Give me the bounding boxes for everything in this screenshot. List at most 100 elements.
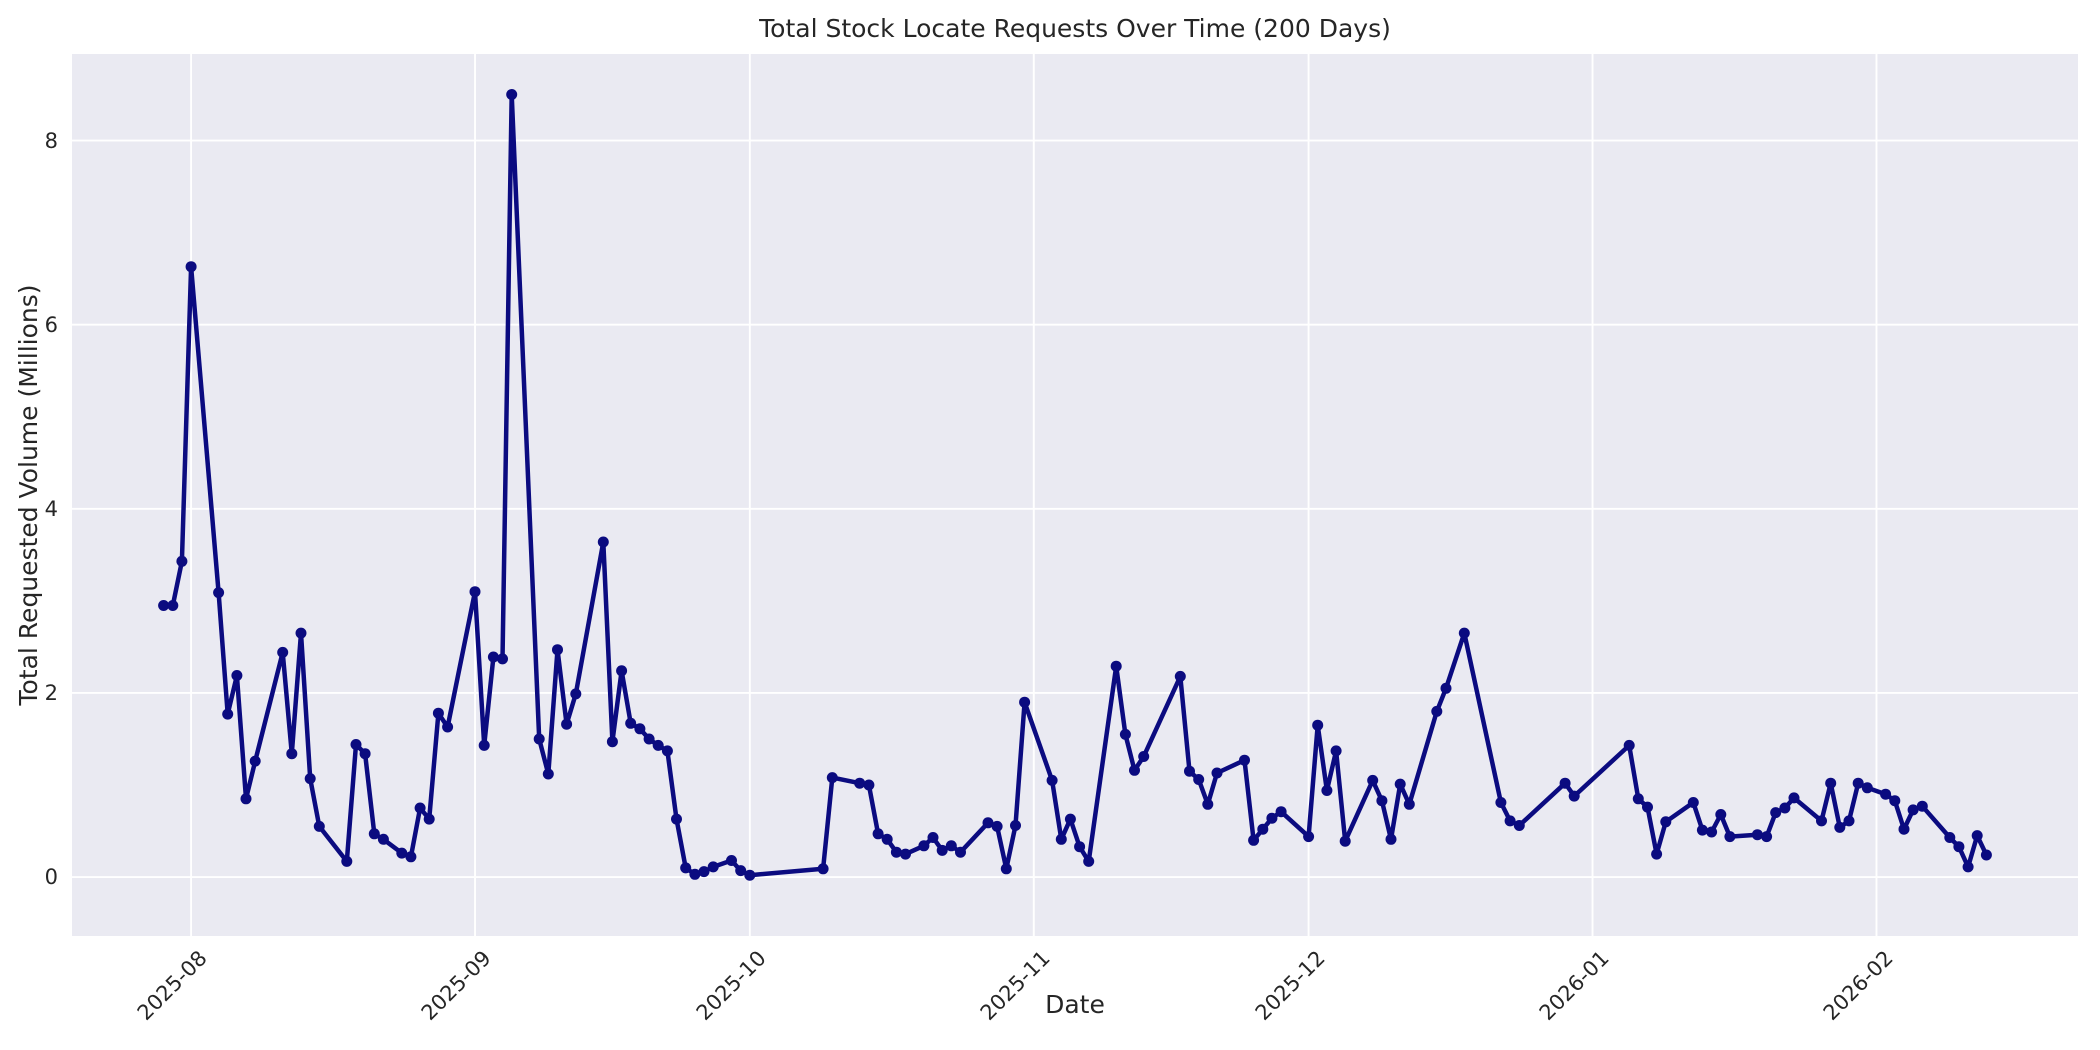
data-point xyxy=(1852,777,1864,789)
data-point xyxy=(368,828,380,840)
data-point xyxy=(286,748,298,760)
data-point xyxy=(240,793,252,805)
data-point xyxy=(1174,670,1186,682)
data-point xyxy=(487,651,499,663)
axes-background xyxy=(72,54,2078,936)
data-point xyxy=(1010,820,1021,831)
data-point xyxy=(1394,778,1406,790)
data-point xyxy=(1687,797,1699,808)
data-point xyxy=(1642,801,1653,813)
data-point xyxy=(1074,841,1086,853)
chart-title: Total Stock Locate Requests Over Time (2… xyxy=(759,14,1391,43)
data-point xyxy=(396,847,408,859)
data-point xyxy=(726,855,737,866)
data-point xyxy=(552,644,563,656)
data-point xyxy=(1257,823,1269,835)
data-point xyxy=(1834,821,1846,833)
data-point xyxy=(1431,705,1443,717)
data-point xyxy=(689,868,701,880)
data-point xyxy=(936,844,948,856)
data-point xyxy=(1880,788,1892,800)
data-point xyxy=(1184,765,1195,777)
data-point xyxy=(643,733,655,745)
data-point xyxy=(350,739,362,750)
data-point xyxy=(1202,798,1214,810)
data-point xyxy=(1119,728,1131,740)
data-point xyxy=(1916,800,1928,812)
data-point xyxy=(1055,833,1067,845)
data-point xyxy=(359,748,371,760)
data-point xyxy=(1064,813,1076,825)
y-tick-label: 2 xyxy=(44,680,58,705)
data-point xyxy=(1275,806,1287,818)
data-point xyxy=(1623,739,1635,751)
data-point xyxy=(1706,826,1718,838)
data-point xyxy=(1816,815,1827,827)
data-point xyxy=(1019,696,1031,708)
data-point xyxy=(671,813,682,825)
data-point xyxy=(680,862,692,874)
data-point xyxy=(570,688,582,700)
data-point xyxy=(1907,804,1919,816)
data-point xyxy=(881,833,893,845)
data-point xyxy=(1696,824,1708,836)
data-point xyxy=(1770,807,1782,819)
data-point xyxy=(1980,849,1992,861)
data-point xyxy=(991,820,1003,832)
data-point xyxy=(1761,831,1773,843)
data-point xyxy=(1321,785,1333,796)
data-point xyxy=(1303,831,1315,843)
data-point xyxy=(1211,767,1223,779)
y-tick-label: 0 xyxy=(44,865,58,890)
data-point xyxy=(1513,820,1525,831)
data-point xyxy=(1788,792,1800,804)
data-point xyxy=(634,723,646,735)
data-point xyxy=(533,733,545,745)
y-tick-label: 6 xyxy=(44,312,58,337)
data-point xyxy=(1632,793,1644,805)
data-point xyxy=(1779,802,1791,814)
data-point xyxy=(1330,745,1342,757)
data-point xyxy=(1495,797,1507,808)
data-point xyxy=(982,817,994,829)
data-point xyxy=(497,653,508,665)
data-point xyxy=(1248,834,1260,846)
data-point xyxy=(1376,795,1388,807)
data-point xyxy=(1138,751,1150,762)
data-point xyxy=(698,866,710,878)
data-point xyxy=(1651,848,1663,860)
data-point xyxy=(1751,829,1763,841)
data-point xyxy=(1046,774,1058,786)
data-point xyxy=(1962,861,1974,873)
data-point xyxy=(955,846,966,858)
data-point xyxy=(1239,754,1250,766)
data-point xyxy=(442,721,454,733)
data-point xyxy=(1000,863,1012,875)
data-point xyxy=(927,832,939,843)
y-axis-label-text: Total Requested Volume (Millions) xyxy=(14,284,43,706)
y-tick-label: 4 xyxy=(44,496,58,521)
data-point xyxy=(295,627,307,639)
data-point xyxy=(432,707,444,719)
data-point xyxy=(158,600,170,611)
data-point xyxy=(900,848,911,860)
data-point xyxy=(249,755,261,767)
data-point xyxy=(707,861,719,873)
data-point xyxy=(945,840,957,852)
data-point xyxy=(1843,815,1855,827)
data-point xyxy=(469,586,481,598)
data-point xyxy=(652,739,664,751)
data-point xyxy=(1110,660,1122,672)
data-point xyxy=(1458,627,1470,639)
data-point xyxy=(1898,823,1910,835)
data-point xyxy=(1312,719,1324,731)
data-point xyxy=(478,739,490,751)
data-point xyxy=(1339,835,1351,847)
data-point xyxy=(744,869,756,881)
data-point xyxy=(1403,798,1415,810)
y-tick-label: 8 xyxy=(44,128,58,153)
data-point xyxy=(405,851,417,863)
data-point xyxy=(1385,833,1397,845)
data-point xyxy=(1367,774,1379,786)
